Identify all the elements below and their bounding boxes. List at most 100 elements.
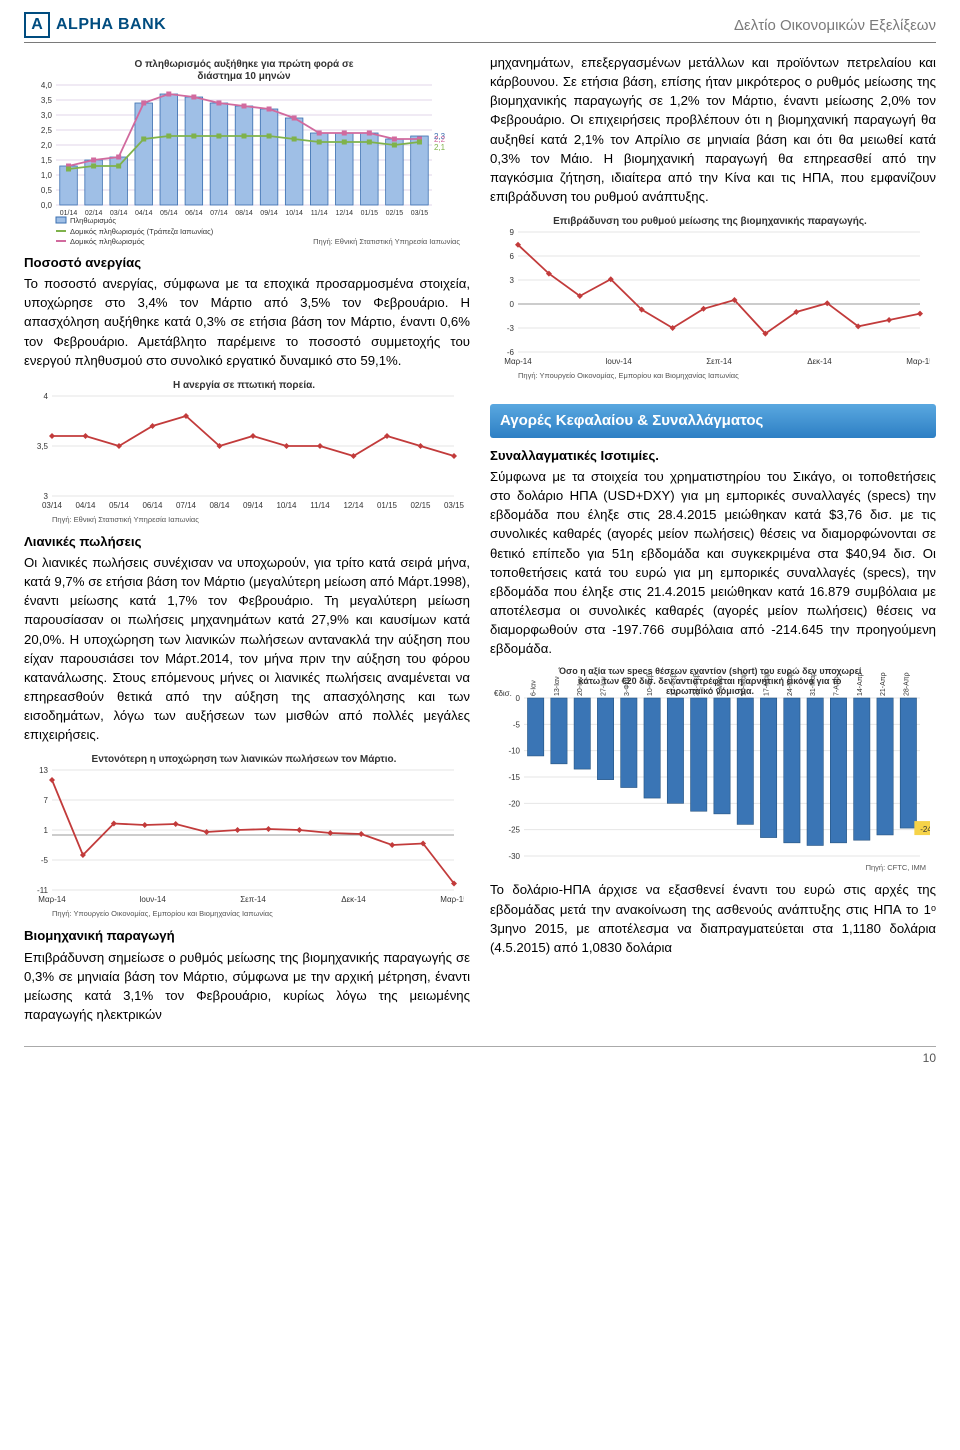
svg-text:-15: -15: [508, 773, 520, 782]
svg-text:10-Μαρ: 10-Μαρ: [740, 672, 747, 696]
svg-text:Δομικός πληθωρισμός (Τράπεζα Ι: Δομικός πληθωρισμός (Τράπεζα Ιαπωνίας): [70, 227, 214, 236]
svg-text:17-Φεβ: 17-Φεβ: [670, 674, 677, 697]
svg-text:Επιβράδυνση του ρυθμού μείωσης: Επιβράδυνση του ρυθμού μείωσης της βιομη…: [553, 216, 867, 227]
svg-text:-30: -30: [508, 852, 520, 861]
svg-text:-20: -20: [508, 800, 520, 809]
svg-text:Ιουν-14: Ιουν-14: [605, 357, 632, 366]
svg-text:7-Απρ: 7-Απρ: [833, 677, 840, 697]
svg-text:27-Ιαν: 27-Ιαν: [601, 676, 608, 696]
svg-text:09/14: 09/14: [260, 210, 278, 217]
svg-text:12/14: 12/14: [343, 501, 364, 510]
svg-text:04/14: 04/14: [75, 501, 96, 510]
svg-text:3-Μαρ: 3-Μαρ: [717, 676, 724, 696]
svg-text:10/14: 10/14: [285, 210, 303, 217]
svg-text:Μαρ-14: Μαρ-14: [504, 357, 532, 366]
svg-text:-3: -3: [507, 324, 515, 333]
svg-text:31-Μαρ: 31-Μαρ: [810, 672, 817, 696]
svg-text:1,0: 1,0: [41, 171, 53, 180]
svg-text:3: 3: [44, 492, 49, 501]
svg-text:Πηγή: Εθνική Στατιστική Υπηρεσ: Πηγή: Εθνική Στατιστική Υπηρεσία Ιαπωνία…: [52, 515, 199, 524]
svg-text:02/15: 02/15: [410, 501, 431, 510]
svg-text:08/14: 08/14: [235, 210, 253, 217]
svg-text:12/14: 12/14: [336, 210, 354, 217]
doc-title: Δελτίο Οικονομικών Εξελίξεων: [734, 17, 936, 34]
svg-text:2,1: 2,1: [434, 143, 446, 152]
fx-body: Σύμφωνα με τα στοιχεία του χρηματιστηρίο…: [490, 467, 936, 658]
svg-text:03/15: 03/15: [444, 501, 464, 510]
svg-text:Μαρ-15: Μαρ-15: [906, 357, 930, 366]
svg-text:01/15: 01/15: [377, 501, 398, 510]
page-header: A ALPHA BANK Δελτίο Οικονομικών Εξελίξεω…: [24, 12, 936, 43]
svg-text:-6: -6: [507, 348, 515, 357]
svg-text:11/14: 11/14: [310, 501, 330, 510]
svg-text:2,5: 2,5: [41, 126, 53, 135]
retail-head: Λιανικές πωλήσεις: [24, 532, 470, 551]
svg-text:7: 7: [44, 796, 49, 805]
svg-text:κάτω των €20 δισ. δεν αντιστρέ: κάτω των €20 δισ. δεν αντιστρέφεται η αρ…: [579, 676, 842, 686]
unemployment-chart: Η ανεργία σε πτωτική πορεία. 3 3,5 4 03/14 04…: [24, 376, 470, 526]
svg-text:05/14: 05/14: [109, 501, 130, 510]
svg-text:2,0: 2,0: [41, 141, 53, 150]
svg-text:Η ανεργία σε πτωτική πορεία.: Η ανεργία σε πτωτική πορεία.: [173, 380, 315, 391]
svg-text:0,5: 0,5: [41, 186, 53, 195]
svg-text:-24,7: -24,7: [920, 826, 930, 835]
svg-text:1,5: 1,5: [41, 156, 53, 165]
svg-text:08/14: 08/14: [209, 501, 230, 510]
svg-text:07/14: 07/14: [176, 501, 197, 510]
svg-text:Δομικός πληθωρισμός: Δομικός πληθωρισμός: [70, 237, 145, 246]
svg-text:Ιουν-14: Ιουν-14: [139, 895, 166, 904]
svg-text:Μαρ-14: Μαρ-14: [38, 895, 66, 904]
retail-body: Οι λιανικές πωλήσεις συνέχισαν να υποχωρ…: [24, 553, 470, 744]
svg-text:0: 0: [516, 694, 521, 703]
svg-text:0,0: 0,0: [41, 201, 53, 210]
svg-text:28-Απρ: 28-Απρ: [903, 673, 910, 697]
svg-text:3: 3: [510, 276, 515, 285]
unemployment-head: Ποσοστό ανεργίας: [24, 253, 470, 272]
svg-text:02/15: 02/15: [386, 210, 404, 217]
industrial-head: Βιομηχανική παραγωγή: [24, 926, 470, 945]
industrial-body: Επιβράδυνση σημείωσε ο ρυθμός μείωσης τη…: [24, 948, 470, 1025]
svg-text:3-Φεβ: 3-Φεβ: [624, 677, 631, 696]
svg-text:-10: -10: [508, 747, 520, 756]
svg-text:4: 4: [44, 392, 49, 401]
industrial-chart: Επιβράδυνση του ρυθμού μείωσης της βιομη…: [490, 212, 936, 382]
svg-text:09/14: 09/14: [243, 501, 264, 510]
svg-text:6: 6: [510, 252, 515, 261]
svg-text:13: 13: [39, 766, 48, 775]
svg-text:Πηγή: Υπουργείο Οικονομίας, Εμ: Πηγή: Υπουργείο Οικονομίας, Εμπορίου και…: [52, 909, 273, 918]
svg-text:9: 9: [510, 228, 515, 237]
svg-text:03/14: 03/14: [42, 501, 63, 510]
svg-text:Δεκ-14: Δεκ-14: [807, 357, 832, 366]
svg-text:3,5: 3,5: [37, 442, 49, 451]
svg-text:Δεκ-14: Δεκ-14: [341, 895, 366, 904]
fx-head: Συναλλαγματικές Ισοτιμίες.: [490, 446, 936, 465]
svg-text:21-Απρ: 21-Απρ: [880, 673, 887, 697]
svg-text:06/14: 06/14: [142, 501, 163, 510]
svg-text:Σεπ-14: Σεπ-14: [240, 895, 266, 904]
svg-text:διάστημα 10 μηνών: διάστημα 10 μηνών: [197, 71, 291, 82]
svg-text:6-Ιαν: 6-Ιαν: [531, 680, 538, 696]
retail-chart: Εντονότερη η υποχώρηση των λιανικών πωλή…: [24, 750, 470, 920]
right-para1: μηχανημάτων, επεξεργασμένων μετάλλων και…: [490, 53, 936, 206]
svg-text:-5: -5: [513, 721, 521, 730]
svg-text:€δισ.: €δισ.: [494, 689, 512, 698]
bank-name: ALPHA BANK: [56, 16, 166, 34]
svg-text:-25: -25: [508, 826, 520, 835]
svg-text:-5: -5: [41, 856, 49, 865]
svg-text:-11: -11: [37, 886, 49, 895]
svg-text:Πηγή: Υπουργείο Οικονομίας, Εμ: Πηγή: Υπουργείο Οικονομίας, Εμπορίου και…: [518, 371, 739, 380]
svg-text:24-Φεβ: 24-Φεβ: [694, 674, 701, 697]
svg-text:0: 0: [510, 300, 515, 309]
svg-text:Μαρ-15: Μαρ-15: [440, 895, 464, 904]
svg-text:3,0: 3,0: [41, 111, 53, 120]
svg-text:11/14: 11/14: [311, 210, 328, 217]
svg-text:4,0: 4,0: [41, 81, 53, 90]
svg-text:Εντονότερη η υποχώρηση των λια: Εντονότερη η υποχώρηση των λιανικών πωλή…: [92, 754, 397, 765]
svg-text:05/14: 05/14: [160, 210, 178, 217]
page-number: 10: [24, 1046, 936, 1065]
svg-text:24-Μαρ: 24-Μαρ: [787, 672, 794, 696]
unemployment-body: Το ποσοστό ανεργίας, σύμφωνα με τα εποχι…: [24, 274, 470, 370]
svg-text:07/14: 07/14: [210, 210, 228, 217]
svg-text:03/15: 03/15: [411, 210, 429, 217]
left-column: Ο πληθωρισμός αυξήθηκε για πρώτη φορά σε…: [24, 53, 470, 1030]
